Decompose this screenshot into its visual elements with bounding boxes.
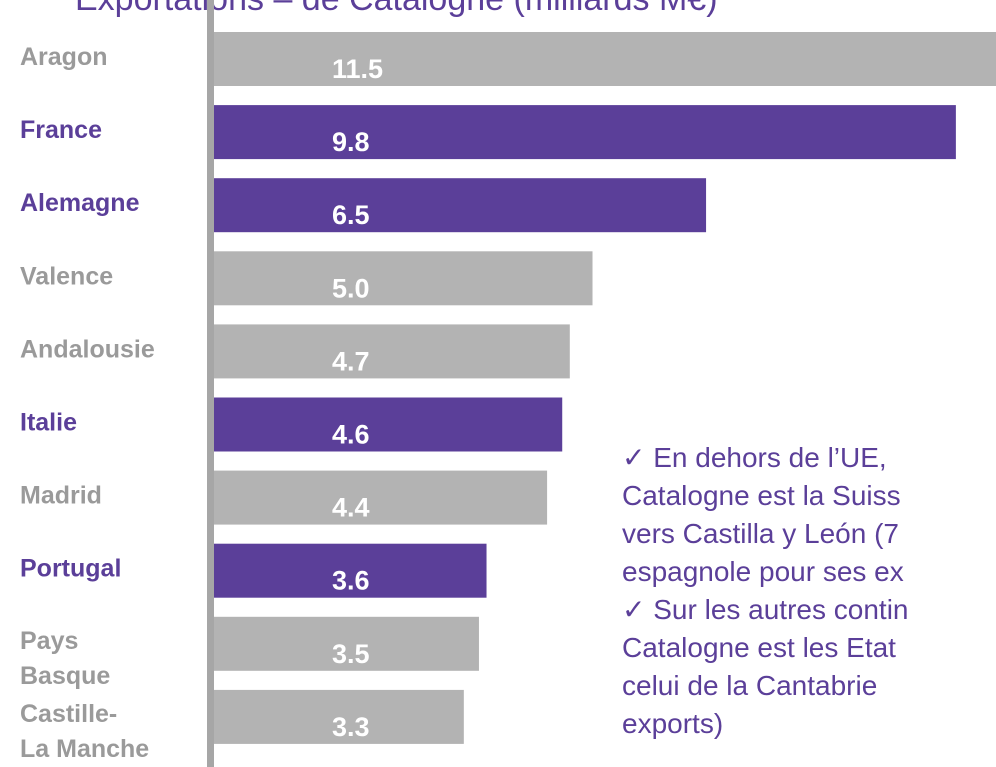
bar [214,32,996,86]
bar [214,397,563,452]
category-label: Alemagne [20,189,140,217]
annotation: Catalogne est la Suiss [622,480,901,511]
bar [214,470,548,525]
annotation: celui de la Cantabrie [622,670,877,701]
annotation: ✓ En dehors de l’UE, [622,442,887,473]
annotation: vers Castilla y León (7 [622,518,899,549]
value-label: 4.4 [332,493,370,523]
axis-line [207,0,214,767]
category-label: Andalousie [20,335,155,363]
value-label: 3.6 [332,566,370,596]
bar [214,689,464,744]
value-label: 3.5 [332,639,370,669]
value-label: 3.3 [332,712,370,742]
annotation: ✓ Sur les autres contin [622,594,908,625]
category-label: La Manche [20,735,149,763]
category-label: Madrid [20,482,102,510]
chart-title: Exportations – de Catalogne (milliards M… [75,0,718,18]
annotation: Catalogne est les Etat [622,632,896,663]
bar [214,251,593,306]
category-label: Italie [20,409,77,437]
category-label: Valence [20,262,113,290]
category-label: France [20,116,102,144]
value-label: 6.5 [332,200,370,230]
category-label: Aragon [20,43,108,71]
annotation: exports) [622,708,723,739]
category-label: Pays [20,627,78,655]
value-label: 9.8 [332,127,370,157]
bar [214,105,956,160]
annotation: espagnole pour ses ex [622,556,904,587]
category-label: Castille- [20,700,117,728]
bar [214,178,707,233]
bar [214,616,479,671]
category-label: Basque [20,662,110,690]
category-label: Portugal [20,555,121,583]
value-label: 4.6 [332,420,370,450]
value-label: 11.5 [332,54,383,84]
bar [214,543,487,598]
value-label: 4.7 [332,346,370,376]
value-label: 5.0 [332,273,370,303]
bar [214,324,570,379]
